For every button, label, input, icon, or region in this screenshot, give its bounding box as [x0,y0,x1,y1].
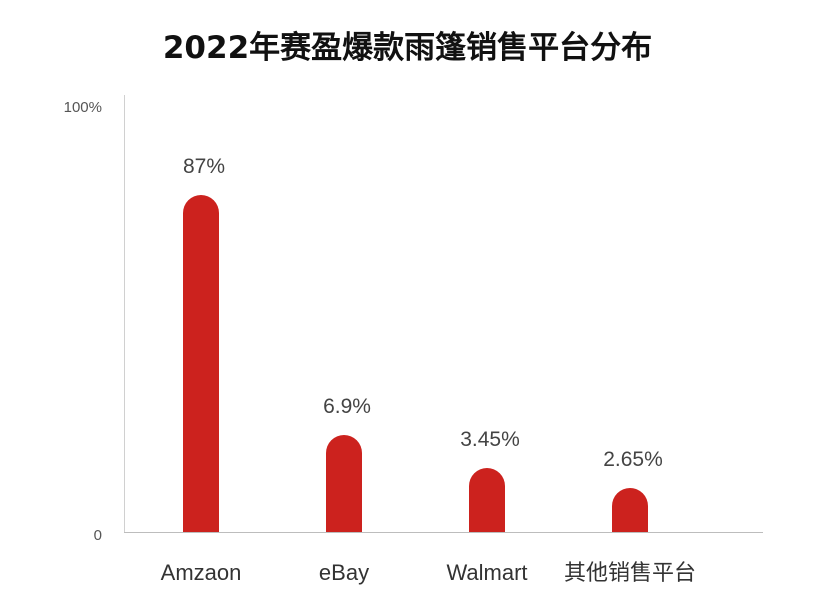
data-label: 6.9% [323,395,371,418]
y-tick-label: 100% [64,99,102,116]
bar-3 [612,488,648,532]
x-tick-label: Walmart [446,560,527,585]
x-tick-label: Amzaon [161,560,242,585]
bar-0 [183,195,219,532]
data-label: 3.45% [460,428,520,451]
data-label: 87% [183,155,225,178]
x-tick-label: 其他销售平台 [564,560,696,585]
bar-1 [326,435,362,532]
data-label: 2.65% [603,448,663,471]
x-tick-label: eBay [319,560,369,585]
y-tick-label: 0 [94,527,102,544]
chart-title: 2022年赛盈爆款雨篷销售平台分布 [162,30,653,66]
bar-2 [469,468,505,532]
